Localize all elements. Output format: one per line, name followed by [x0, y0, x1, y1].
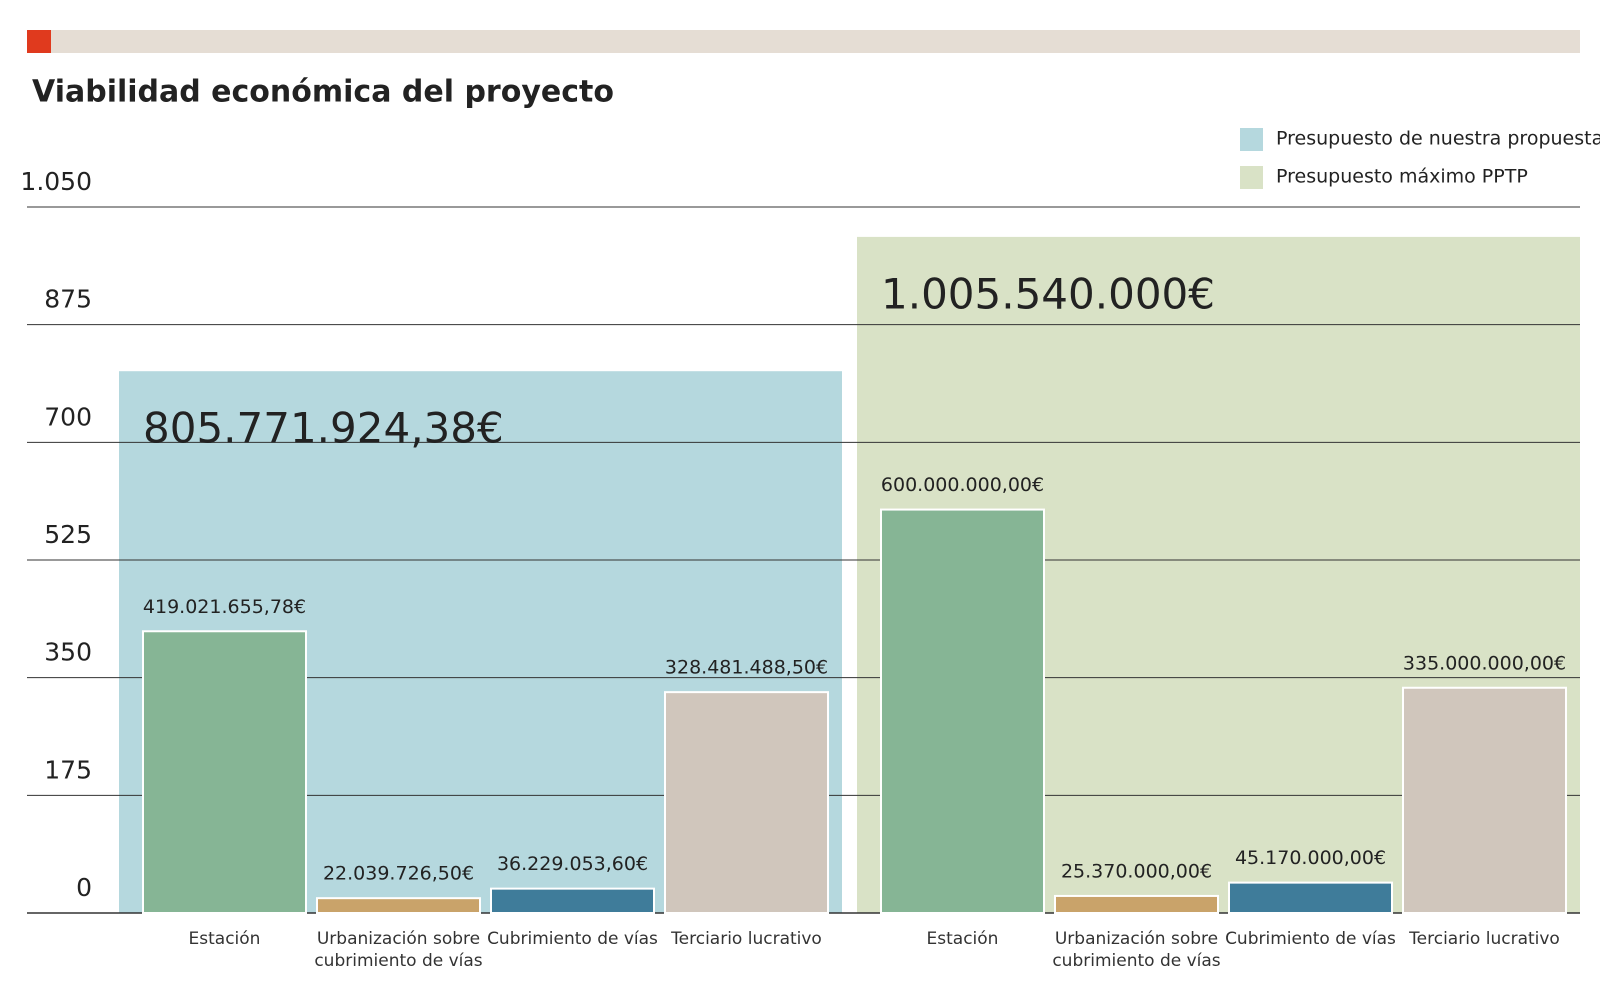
- header-accent: [27, 30, 51, 53]
- bar: [490, 887, 655, 914]
- value-label: 600.000.000,00€: [881, 474, 1044, 496]
- value-label: 45.170.000,00€: [1235, 847, 1386, 869]
- x-tick-label-box: Cubrimiento de vías: [487, 929, 658, 949]
- x-tick-label: Terciario lucrativo: [1409, 929, 1560, 949]
- legend-label: Presupuesto de nuestra propuesta: [1276, 128, 1600, 150]
- bar: [1402, 686, 1567, 914]
- value-label: 328.481.488,50€: [665, 657, 828, 679]
- value-label: 22.039.726,50€: [323, 863, 474, 885]
- bar: [316, 897, 481, 914]
- y-tick-label: 1.050: [20, 167, 92, 196]
- bar: [1228, 881, 1393, 914]
- value-label: 335.000.000,00€: [1403, 652, 1566, 674]
- bar: [142, 630, 307, 914]
- group-total-label: 1.005.540.000€: [881, 269, 1215, 318]
- y-tick-label: 875: [44, 285, 92, 314]
- y-tick-label: 700: [44, 402, 92, 431]
- bar: [880, 508, 1045, 914]
- x-tick-label: Cubrimiento de vías: [1225, 929, 1396, 949]
- x-tick-label-box: Urbanización sobre cubrimiento de vías: [314, 929, 483, 971]
- y-tick-label: 175: [44, 755, 92, 784]
- value-label: 25.370.000,00€: [1061, 860, 1212, 882]
- x-tick-label-box: Cubrimiento de vías: [1225, 929, 1396, 949]
- bar: [1054, 894, 1219, 915]
- x-tick-label: Urbanización sobre cubrimiento de vías: [314, 929, 483, 971]
- value-label: 419.021.655,78€: [143, 596, 306, 618]
- x-tick-label-box: Estación: [926, 929, 999, 949]
- y-tick-label: 525: [44, 520, 92, 549]
- x-tick-label: Urbanización sobre cubrimiento de vías: [1052, 929, 1221, 971]
- x-tick-label: Estación: [188, 929, 261, 949]
- bar: [664, 691, 829, 915]
- legend-swatch: [1240, 128, 1263, 151]
- x-tick-label: Cubrimiento de vías: [487, 929, 658, 949]
- group-total-label: 805.771.924,38€: [143, 404, 504, 453]
- y-tick-label: 350: [44, 638, 92, 667]
- x-tick-label-box: Estación: [188, 929, 261, 949]
- x-tick-label-box: Terciario lucrativo: [671, 929, 822, 949]
- header-bar: [27, 30, 1580, 53]
- legend-swatch: [1240, 166, 1263, 189]
- value-label: 36.229.053,60€: [497, 853, 648, 875]
- x-tick-label: Terciario lucrativo: [671, 929, 822, 949]
- x-tick-label: Estación: [926, 929, 999, 949]
- legend-label: Presupuesto máximo PPTP: [1276, 166, 1528, 188]
- y-tick-label: 0: [76, 873, 92, 902]
- x-tick-label-box: Urbanización sobre cubrimiento de vías: [1052, 929, 1221, 971]
- x-tick-label-box: Terciario lucrativo: [1409, 929, 1560, 949]
- chart-title: Viabilidad económica del proyecto: [32, 75, 614, 110]
